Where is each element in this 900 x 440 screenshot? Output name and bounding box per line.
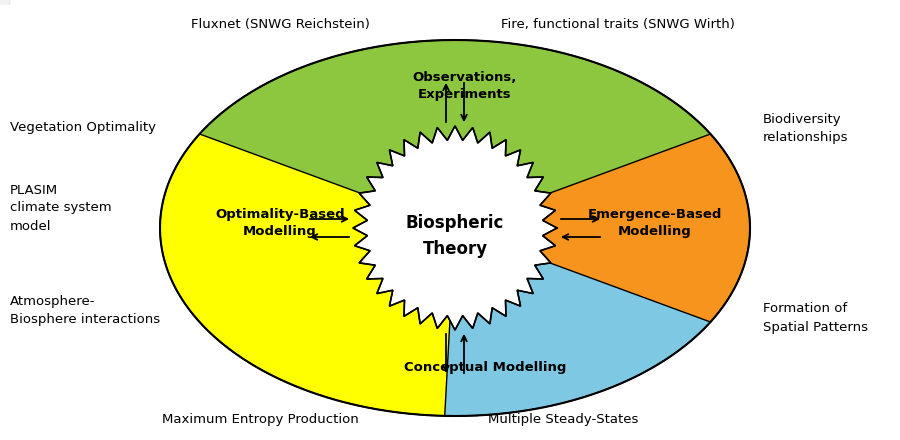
Text: Emergence-Based
Modelling: Emergence-Based Modelling <box>588 208 722 238</box>
Text: Fire, functional traits (SNWG Wirth): Fire, functional traits (SNWG Wirth) <box>501 18 735 31</box>
Polygon shape <box>353 126 557 330</box>
Polygon shape <box>445 228 710 416</box>
Polygon shape <box>455 134 750 322</box>
Text: Maximum Entropy Production: Maximum Entropy Production <box>162 413 358 426</box>
Text: PLASIM
climate system
model: PLASIM climate system model <box>10 183 112 232</box>
Text: Optimality-Based
Modelling: Optimality-Based Modelling <box>215 208 345 238</box>
Polygon shape <box>160 134 455 416</box>
Text: Formation of
Spatial Patterns: Formation of Spatial Patterns <box>763 302 868 334</box>
Text: Vegetation Optimality: Vegetation Optimality <box>10 121 156 135</box>
Polygon shape <box>200 40 710 228</box>
Text: Fluxnet (SNWG Reichstein): Fluxnet (SNWG Reichstein) <box>191 18 369 31</box>
Text: Biospheric
Theory: Biospheric Theory <box>406 214 504 257</box>
Text: Observations,
Experiments: Observations, Experiments <box>413 71 518 101</box>
Text: Atmosphere-
Biosphere interactions: Atmosphere- Biosphere interactions <box>10 294 160 326</box>
Text: Multiple Steady-States: Multiple Steady-States <box>488 413 638 426</box>
Text: Conceptual Modelling: Conceptual Modelling <box>404 362 566 374</box>
Text: Biodiversity
relationships: Biodiversity relationships <box>763 113 849 143</box>
